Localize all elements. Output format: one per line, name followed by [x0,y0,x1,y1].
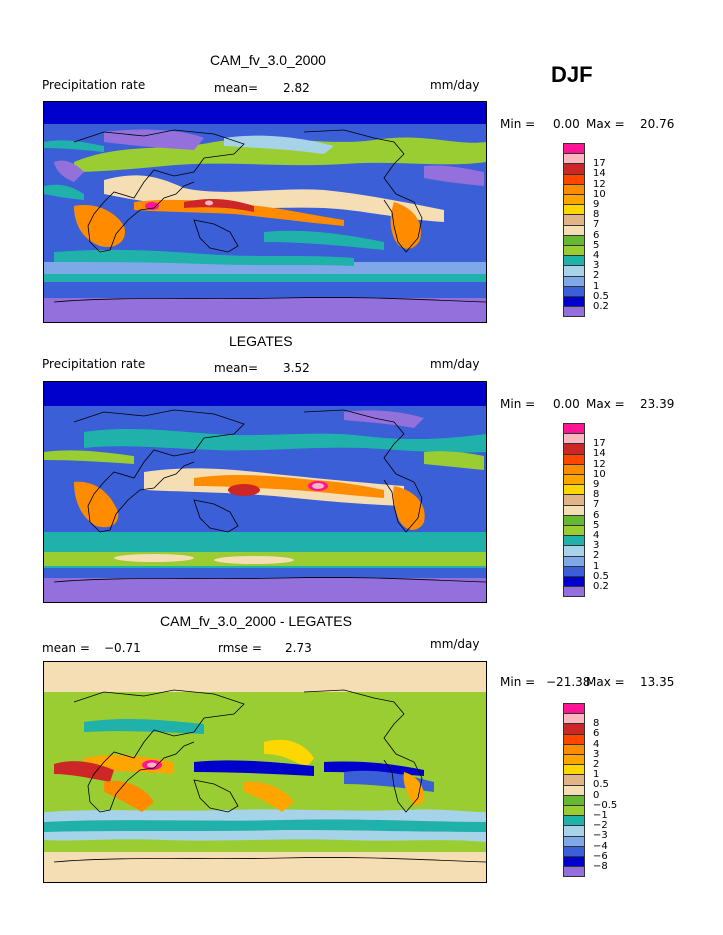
colorbar-tick-label: 6 [593,509,600,521]
colorbar-tick-label: 2 [593,550,600,562]
panel-3-max-value: 13.35 [640,675,675,689]
panel-1-map-svg [44,102,486,322]
colorbar-tick-label: 17 [593,158,606,170]
panel-1-max-value: 20.76 [640,117,675,131]
colorbar-tick-label: −0.5 [593,799,618,811]
colorbar-tick-label: 2 [593,759,600,770]
colorbar-tick-label: 17 [593,438,606,450]
colorbar-tick-label: 8 [593,718,600,730]
colorbar-tick-label: 10 [593,188,606,200]
colorbar-tick-label: 9 [593,199,600,210]
colorbar-tick-label: 6 [593,229,600,241]
panel-3-title: CAM_fv_3.0_2000 - LEGATES [160,613,352,629]
colorbar-cell [563,586,585,598]
colorbar-tick-label: 10 [593,468,606,480]
colorbar-tick-label: 8 [593,209,600,221]
panel-2-variable-label: Precipitation rate [42,357,146,371]
panel-3-mean-value: −0.71 [104,641,141,655]
panel-1-max-label: Max = [586,117,625,131]
colorbar-tick-label: 9 [593,479,600,490]
colorbar-tick-label: 1 [593,280,600,292]
colorbar-tick-label: 3 [593,748,600,760]
panel-3-colorbar: 8 6 4 3 2 1 0.5 0 −0.5 −1 −2 −3 −4 −6 −8 [563,703,623,879]
season-label: DJF [551,62,593,87]
panel-1-mean-value: 2.82 [283,81,310,95]
colorbar-tick-label: 5 [593,239,600,251]
panel-2-max-value: 23.39 [640,397,675,411]
panel-1-min-value: 0.00 [553,117,580,131]
panel-1-title: CAM_fv_3.0_2000 [210,52,326,68]
panel-3-rmse-value: 2.73 [285,641,312,655]
panel-2-min-value: 0.00 [553,397,580,411]
panel-2-mean-label: mean= [214,361,259,375]
colorbar-tick-label: 0.2 [593,301,609,312]
panel-3-min-label: Min = [500,675,536,689]
colorbar-tick-label: 0.5 [593,570,609,582]
colorbar-tick-label: 3 [593,260,600,272]
panel-3-min-value: −21.38 [546,675,591,689]
panel-1-min-label: Min = [500,117,536,131]
colorbar-tick-label: 2 [593,270,600,282]
colorbar-cell [563,306,585,318]
colorbar-tick-label: 7 [593,499,600,511]
panel-1-colorbar: 17 14 12 10 9 8 7 6 5 4 3 2 1 0.5 0.2 [563,143,623,319]
panel-3-map-svg [44,662,486,882]
panel-3-max-label: Max = [586,675,625,689]
colorbar-tick-label: 12 [593,458,606,470]
panel-2-units: mm/day [430,357,480,371]
panel-2-map [43,381,487,603]
colorbar-tick-label: 6 [593,728,600,740]
panel-2-colorbar: 17 14 12 10 9 8 7 6 5 4 3 2 1 0.5 0.2 [563,423,623,599]
panel-3-mean-label: mean = [42,641,90,655]
colorbar-tick-label: 5 [593,519,600,531]
panel-2-title: LEGATES [229,333,293,349]
panel-2-map-svg [44,382,486,602]
colorbar-tick-label: −2 [593,820,608,832]
colorbar-tick-label: 3 [593,540,600,552]
colorbar-tick-label: −4 [593,840,608,852]
panel-2-mean-value: 3.52 [283,361,310,375]
panel-2-max-label: Max = [586,397,625,411]
panel-1-variable-label: Precipitation rate [42,78,146,92]
panel-1-mean-label: mean= [214,81,259,95]
colorbar-tick-label: −8 [593,861,608,872]
colorbar-tick-label: 4 [593,530,600,541]
colorbar-tick-label: 14 [593,448,606,460]
colorbar-tick-label: 4 [593,738,600,750]
colorbar-tick-label: −6 [593,850,608,862]
colorbar-tick-label: 0 [593,789,600,801]
colorbar-tick-label: 12 [593,178,606,190]
colorbar-tick-label: 1 [593,769,600,781]
colorbar-tick-label: 8 [593,489,600,501]
colorbar-tick-label: 0.5 [593,290,609,302]
colorbar-tick-label: −1 [593,810,608,821]
panel-1-units: mm/day [430,78,480,92]
colorbar-tick-label: 14 [593,168,606,180]
colorbar-tick-label: 0.5 [593,779,609,791]
colorbar-tick-label: 4 [593,250,600,261]
panel-3-rmse-label: rmse = [218,641,262,655]
panel-3-units: mm/day [430,637,480,651]
colorbar-tick-label: 1 [593,560,600,572]
panel-1-map [43,101,487,323]
colorbar-tick-label: 7 [593,219,600,231]
colorbar-tick-label: 0.2 [593,581,609,592]
panel-2-min-label: Min = [500,397,536,411]
panel-3-map [43,661,487,883]
colorbar-cell [563,866,585,878]
colorbar-tick-label: −3 [593,830,608,842]
